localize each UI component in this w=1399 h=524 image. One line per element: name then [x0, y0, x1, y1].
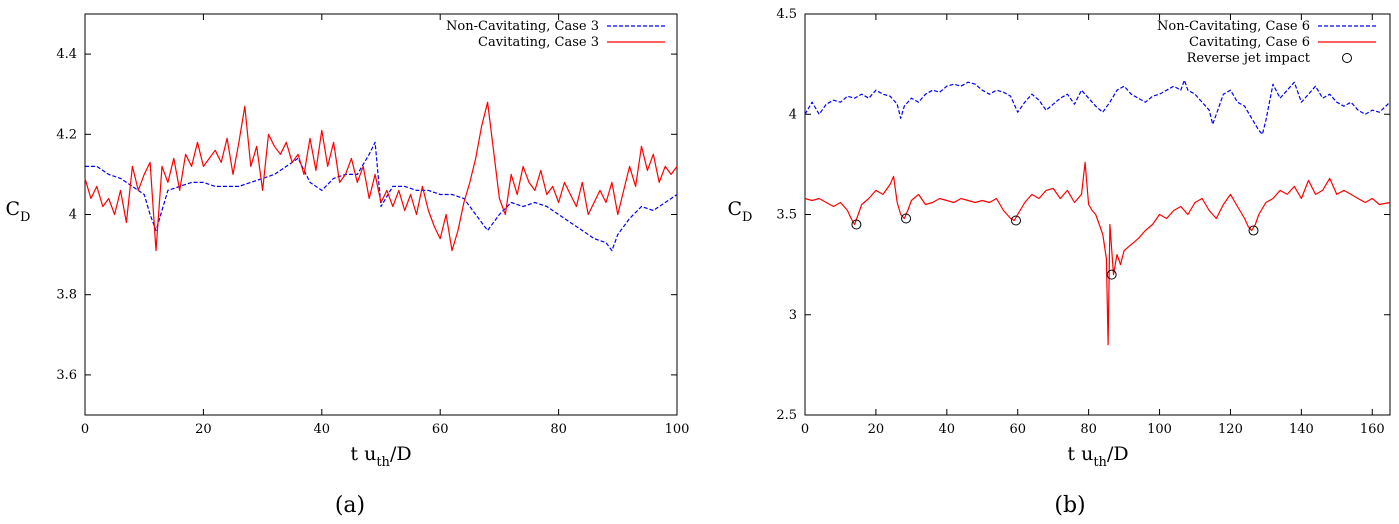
scatter-point [1010, 215, 1021, 226]
x-tick-label: 80 [550, 422, 567, 437]
y-tick-label: 3.5 [776, 208, 797, 223]
scatter-point [1248, 225, 1259, 236]
x-tick-label: 80 [1080, 422, 1097, 437]
x-tick-label: 140 [1289, 422, 1314, 437]
tick-group: 0 20 40 60 80 100 120 140 160 2.5 3 3.5 4 4.5 [776, 7, 1390, 437]
tick-group: 0 20 40 60 80 100 3.6 3.8 4 4.2 4.4 [56, 14, 689, 437]
chart-panel-a: 0 20 40 60 80 100 3.6 3.8 4 4.2 4.4 Non-Cavitating… [6, 13, 689, 518]
legend-label: Non-Cavitating, Case 3 [446, 19, 599, 34]
x-axis-label: t uth/D [1067, 443, 1128, 470]
x-tick-label: 120 [1218, 422, 1243, 437]
plot-frame [804, 13, 1391, 416]
y-tick-label: 4 [789, 107, 797, 122]
series-line [804, 161, 1391, 346]
scatter-point [901, 213, 912, 224]
legend-marker [1342, 53, 1352, 63]
y-tick-label: 2.5 [776, 408, 797, 423]
y-tick-label: 3.8 [56, 288, 77, 303]
legend-label: Non-Cavitating, Case 6 [1157, 19, 1310, 34]
x-axis-label: t uth/D [350, 443, 411, 470]
y-tick-label: 3.6 [56, 368, 77, 383]
x-tick-label: 20 [868, 422, 885, 437]
panel-caption: (a) [335, 493, 365, 518]
y-axis-label: CD [728, 198, 753, 225]
series-group [84, 101, 678, 252]
x-tick-label: 60 [1009, 422, 1026, 437]
x-tick-label: 0 [81, 422, 89, 437]
y-tick-label: 4.2 [56, 127, 77, 142]
x-tick-label: 40 [939, 422, 956, 437]
x-tick-label: 100 [665, 422, 690, 437]
series-line [85, 141, 678, 252]
y-tick-label: 4.5 [776, 7, 797, 22]
series-line [804, 79, 1391, 135]
y-axis-label: CD [6, 198, 31, 225]
legend-label: Reverse jet impact [1187, 51, 1311, 66]
y-tick-label: 4.4 [56, 47, 77, 62]
y-tick-label: 3 [789, 308, 797, 323]
scatter-point [851, 219, 862, 230]
x-tick-label: 0 [801, 422, 809, 437]
scatter-point [1106, 269, 1117, 280]
panel-caption: (b) [1054, 493, 1085, 518]
series-group [804, 79, 1391, 346]
y-tick-label: 4 [69, 208, 77, 223]
x-tick-label: 100 [1147, 422, 1172, 437]
x-tick-label: 20 [195, 422, 212, 437]
x-tick-label: 60 [432, 422, 449, 437]
x-tick-label: 40 [314, 422, 331, 437]
series-line [84, 101, 678, 252]
legend-label: Cavitating, Case 3 [478, 35, 599, 50]
chart-panel-b: 0 20 40 60 80 100 120 140 160 2.5 3 3.5 4 4.5 Non-Cav… [728, 7, 1391, 518]
legend-label: Cavitating, Case 6 [1189, 35, 1310, 50]
x-tick-label: 160 [1360, 422, 1385, 437]
